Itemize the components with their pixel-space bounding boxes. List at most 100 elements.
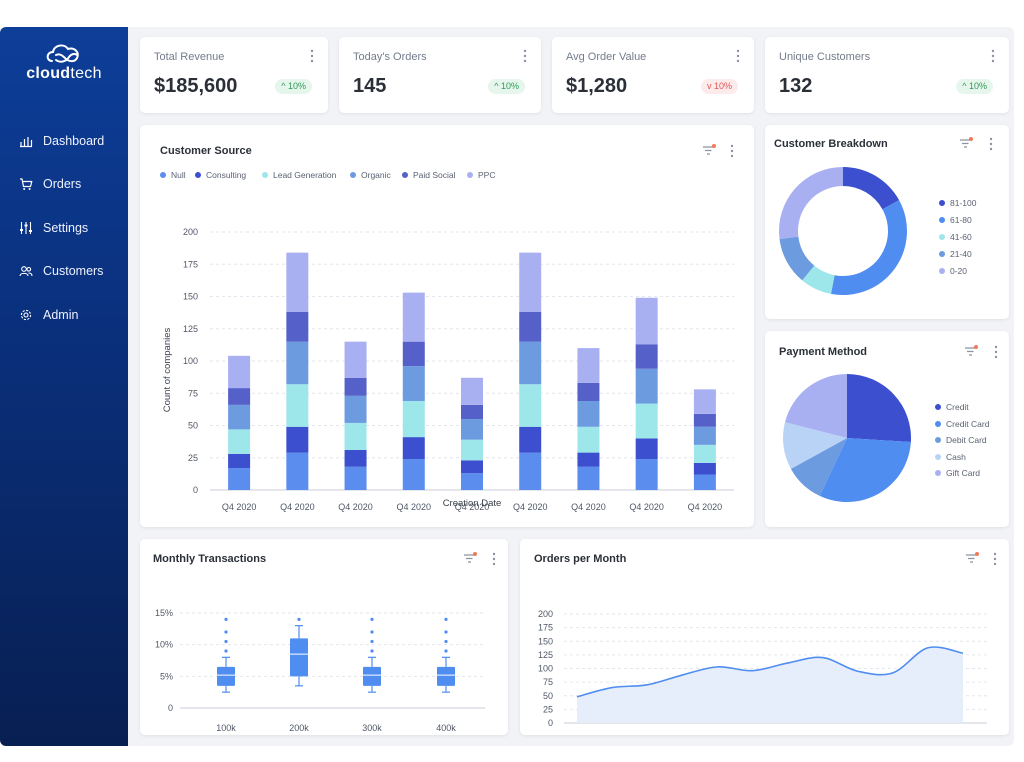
more-options-icon[interactable] xyxy=(310,49,314,63)
outlier-point xyxy=(370,630,374,634)
y-tick-label: 15% xyxy=(155,608,173,618)
bar-segment xyxy=(461,419,483,440)
filter-icon[interactable] xyxy=(959,137,973,149)
bar-segment xyxy=(286,426,309,453)
bar-segment xyxy=(635,368,658,404)
bar-segment xyxy=(402,341,425,367)
bar-segment xyxy=(635,344,658,369)
legend-item[interactable]: 81-100 xyxy=(939,198,976,208)
bar-segment xyxy=(693,413,716,427)
sidebar-item-customers[interactable]: Customers xyxy=(0,250,128,294)
more-options-icon[interactable] xyxy=(994,345,998,359)
legend-item[interactable]: PPC xyxy=(467,170,495,180)
arrow-up-icon: ^ xyxy=(281,81,288,91)
bar-segment xyxy=(344,450,367,467)
bar-segment xyxy=(228,388,251,405)
more-options-icon[interactable] xyxy=(736,49,740,63)
legend-swatch xyxy=(195,172,201,178)
legend-item[interactable]: Consulting xyxy=(195,170,246,180)
x-tick-label: Q4 2020 xyxy=(688,502,723,512)
outlier-point xyxy=(444,649,448,653)
legend-item[interactable]: Null xyxy=(160,170,186,180)
x-tick-label: Q4 2020 xyxy=(629,502,664,512)
sidebar-item-orders[interactable]: Orders xyxy=(0,163,128,207)
more-options-icon[interactable] xyxy=(523,49,527,63)
x-tick-label: 400k xyxy=(436,723,456,733)
arrow-down-icon: v xyxy=(706,81,714,91)
legend-item[interactable]: Credit xyxy=(935,402,969,412)
orders-per-month-area-chart: 0255075100125150175200JanFebMarAprMayJun… xyxy=(538,609,987,728)
bar-segment xyxy=(519,426,542,453)
box xyxy=(437,666,455,686)
sidebar-item-label: Settings xyxy=(43,220,89,235)
filter-icon[interactable] xyxy=(702,144,716,156)
legend-label: 0-20 xyxy=(950,266,968,276)
legend-label: PPC xyxy=(478,170,496,180)
legend-item[interactable]: Debit Card xyxy=(935,435,987,445)
customer-source-card: Customer Source Null Consulting Lead Gener… xyxy=(140,125,754,527)
legend-item[interactable]: Paid Social xyxy=(402,170,456,180)
bar-segment xyxy=(635,459,658,490)
kpi-change-badge: ^ 10% xyxy=(275,79,312,94)
brand-logo[interactable]: cloudtech xyxy=(16,41,112,83)
sidebar-item-settings[interactable]: Settings xyxy=(0,206,128,250)
sidebar-item-label: Admin xyxy=(43,307,79,322)
bar-segment xyxy=(693,444,716,463)
x-tick-label: 100k xyxy=(216,723,236,733)
payment-method-pie xyxy=(783,374,911,502)
more-options-icon[interactable] xyxy=(492,552,496,566)
customer-source-chart: 0 25 50 75 100 125 150 175 200 Q4 2020 Q4 2020 Q4 2… xyxy=(162,227,734,512)
pie-slice xyxy=(785,374,847,438)
more-options-icon[interactable] xyxy=(730,144,734,158)
bar-segment xyxy=(344,395,367,423)
legend-label: Credit Card xyxy=(946,418,990,429)
legend-item[interactable]: Cash xyxy=(935,452,966,462)
filter-icon[interactable] xyxy=(965,552,979,564)
pie-slice xyxy=(843,167,900,210)
y-tick-label: 25 xyxy=(188,453,198,463)
x-tick-label: Q4 2020 xyxy=(280,502,315,512)
pie-slice xyxy=(779,236,815,281)
brand-name: cloudtech xyxy=(26,65,102,82)
more-options-icon[interactable] xyxy=(991,49,995,63)
legend-item[interactable]: 21-40 xyxy=(939,249,972,259)
pie-slice xyxy=(847,374,911,443)
bar-segment xyxy=(577,400,600,427)
y-tick-label: 125 xyxy=(183,324,198,334)
legend-item[interactable]: 0-20 xyxy=(939,266,967,276)
more-options-icon[interactable] xyxy=(989,137,993,151)
legend-swatch xyxy=(402,172,408,178)
filter-icon[interactable] xyxy=(463,552,477,564)
app-window: cloudtech Dashboard Orders Settings xyxy=(0,27,1014,746)
sidebar-item-dashboard[interactable]: Dashboard xyxy=(0,119,128,163)
legend-label: Organic xyxy=(361,170,391,180)
card-title: Customer Source xyxy=(160,145,252,157)
legend-item[interactable]: Organic xyxy=(350,170,391,180)
legend-item[interactable]: Lead Generation xyxy=(262,170,336,180)
orders-per-month-card: Orders per Month 0255075100125150175200J… xyxy=(520,539,1009,735)
payment-method-card: Payment Method Credit Credit Card Debit Ca… xyxy=(765,331,1009,527)
sidebar-item-label: Orders xyxy=(43,177,82,192)
more-options-icon[interactable] xyxy=(993,552,997,566)
bar-segment xyxy=(228,453,251,469)
users-icon xyxy=(19,264,33,278)
y-tick-label: 50 xyxy=(188,421,198,431)
bar-segment xyxy=(286,311,309,342)
card-title: Customer Breakdown xyxy=(774,138,888,150)
bar-segment xyxy=(286,384,309,427)
legend-swatch xyxy=(939,217,945,223)
customer-breakdown-card: Customer Breakdown 81-100 61-80 41-60 21-40… xyxy=(765,125,1009,319)
bar-segment xyxy=(402,400,425,438)
card-title: Payment Method xyxy=(779,346,868,358)
bar-segment xyxy=(461,377,483,405)
legend-item[interactable]: Gift Card xyxy=(935,468,980,478)
bar-segment xyxy=(344,422,367,451)
kpi-card-total-revenue: Total Revenue $185,600 ^ 10% xyxy=(140,37,328,113)
legend-item[interactable]: 41-60 xyxy=(939,232,972,242)
legend-item[interactable]: Credit Card xyxy=(935,419,989,429)
filter-icon[interactable] xyxy=(964,345,978,357)
sidebar-item-admin[interactable]: Admin xyxy=(0,293,128,337)
legend-item[interactable]: 61-80 xyxy=(939,215,972,225)
customer-breakdown-donut xyxy=(779,167,907,295)
x-axis-title: Creation Date xyxy=(443,498,502,509)
